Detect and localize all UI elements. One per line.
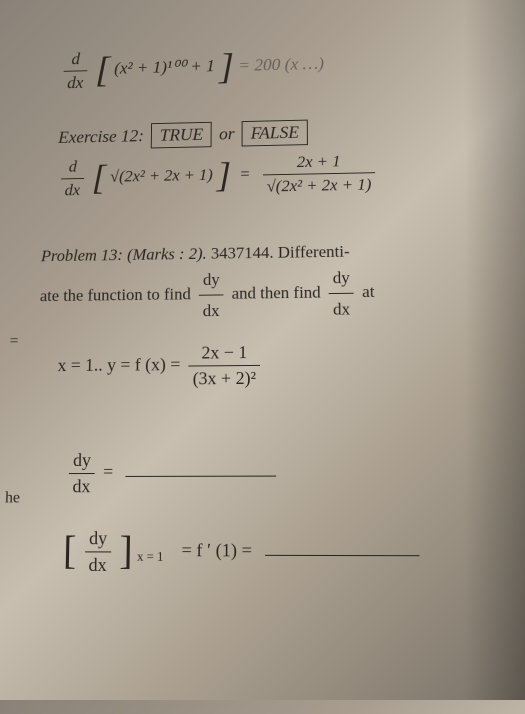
bracket-left: [ [95,56,110,85]
dy-dx-1: dy dx [199,266,224,324]
rhs-frac: 2x + 1 √(2x² + 2x + 1) [263,151,376,196]
bracket-right: ] [219,52,234,82]
dy-dx-ans2: dy dx [84,527,111,575]
frac-num: 2x − 1 [189,342,260,366]
d-dx-2: d dx [61,157,85,200]
sqrt-expr: √(2x² + 2x + 1) [110,165,213,185]
frac-num: dy [85,527,111,552]
d-dx: d dx [63,49,88,93]
frac-num: dy [199,266,224,296]
p13-t3: and then find [232,283,321,303]
bracket-left: [ [92,164,107,192]
dy-dx-2: dy dx [329,265,355,324]
p13-id: 3437144. [211,243,274,262]
blank-1 [126,476,277,477]
fprime-text: = f ′ (1) = [181,539,251,560]
true-box: TRUE [151,122,212,149]
p13-t2: ate the function to find [40,285,191,305]
blank-2 [265,555,420,556]
frac-den: dx [68,474,94,497]
false-box: FALSE [242,120,308,147]
eq-prefix: x = 1.. y = f (x) = [57,354,180,375]
frac-den: dx [61,179,84,200]
subscript: x = 1 [137,549,163,564]
margin-he: he [5,489,20,507]
page: d dx [ (x² + 1)¹⁰⁰ + 1 ] = 200 (x …) Exe… [0,10,525,714]
p13-label: Problem 13: (Marks : 2). [41,244,207,265]
frac-den: dx [84,552,111,576]
frac-num: d [61,157,84,179]
frac-num: dy [329,265,354,295]
bracket-left: [ [63,535,77,568]
frac-den: dx [199,296,224,325]
frac-den: dx [63,71,87,93]
frac-den: (3x + 2)² [189,365,260,388]
fn-frac: 2x − 1 (3x + 2)² [189,342,260,389]
exercise-12-header: Exercise 12: TRUE or FALSE [58,115,492,150]
or-text: or [219,124,235,143]
p13-t4: at [362,282,375,301]
answer-dy-dx: dy dx = [64,448,501,497]
rhs-partial: = 200 (x …) [238,54,324,75]
frac-num: dy [69,449,95,473]
problem-13: Problem 13: (Marks : 2). 3437144. Differ… [39,236,497,327]
exercise-12-equation: d dx [ √(2x² + 2x + 1) ] = 2x + 1 √(2x² … [57,149,493,200]
margin-equals: = [9,333,18,351]
p13-t1: Differenti- [278,242,350,262]
equals: = [103,461,113,481]
answer-f-prime-1: [ dy dx ] x = 1 = f ′ (1) = [63,527,504,577]
bracket-right: ] [217,161,231,190]
frac-num: d [64,49,88,72]
frac-num: 2x + 1 [263,151,375,175]
frac-den: √(2x² + 2x + 1) [263,173,376,196]
dy-dx-ans1: dy dx [68,449,95,496]
ex12-label: Exercise 12: [58,126,144,147]
frac-den: dx [329,294,354,323]
bracket-right: ] [119,535,133,568]
problem-13-function: x = 1.. y = f (x) = 2x − 1 (3x + 2)² [57,339,499,390]
inner-expr: (x² + 1)¹⁰⁰ + 1 [114,56,215,77]
top-equation: d dx [ (x² + 1)¹⁰⁰ + 1 ] = 200 (x …) [59,38,490,93]
